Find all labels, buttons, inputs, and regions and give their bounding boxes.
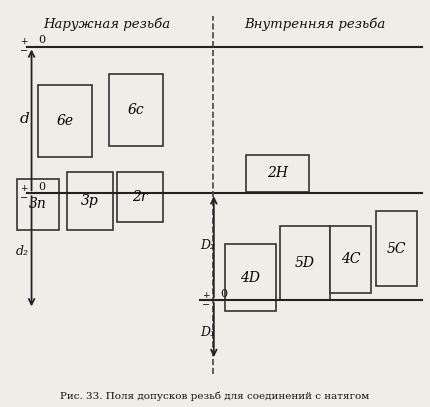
Bar — [376, 212, 418, 286]
Text: −: − — [20, 46, 28, 56]
Bar — [38, 85, 92, 157]
Bar — [17, 179, 58, 230]
Text: 5D: 5D — [295, 256, 315, 270]
Bar — [225, 244, 276, 311]
Text: −: − — [20, 193, 28, 203]
Text: +: + — [20, 37, 28, 46]
Bar — [117, 172, 163, 222]
Text: Рис. 33. Поля допусков резьб для соединений с натягом: Рис. 33. Поля допусков резьб для соедине… — [60, 392, 370, 401]
Bar — [109, 74, 163, 146]
Text: 4D: 4D — [240, 271, 261, 284]
Bar — [246, 155, 309, 192]
Text: 6с: 6с — [128, 103, 144, 117]
Text: 3п: 3п — [29, 197, 47, 211]
Bar — [280, 226, 330, 300]
Text: d₂: d₂ — [15, 245, 28, 258]
Bar — [67, 172, 113, 230]
Text: 5C: 5C — [387, 242, 406, 256]
Text: 2r: 2r — [132, 190, 148, 204]
Text: 2H: 2H — [267, 166, 288, 180]
Text: Наружная резьба: Наружная резьба — [43, 18, 170, 31]
Text: d: d — [20, 112, 29, 126]
Text: 3р: 3р — [81, 194, 99, 208]
Text: Внутренняя резьба: Внутренняя резьба — [245, 18, 386, 31]
Text: 0: 0 — [38, 182, 45, 192]
Text: 6е: 6е — [56, 114, 74, 128]
Text: D₁: D₁ — [200, 326, 215, 339]
Text: −: − — [202, 300, 210, 310]
Bar — [330, 226, 372, 293]
Text: 0: 0 — [38, 35, 45, 45]
Text: +: + — [202, 291, 210, 300]
Text: D₂: D₂ — [200, 239, 215, 252]
Text: 4C: 4C — [341, 252, 360, 267]
Text: +: + — [20, 184, 28, 193]
Text: 0: 0 — [220, 289, 227, 299]
